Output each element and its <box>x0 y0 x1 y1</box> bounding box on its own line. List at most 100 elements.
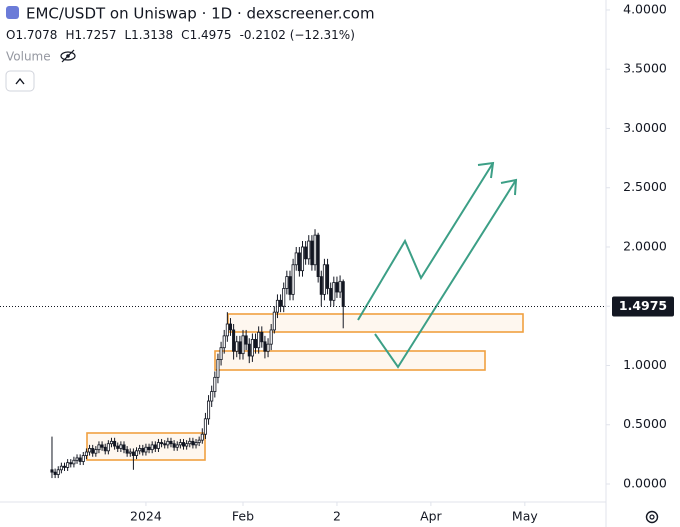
candle-body <box>94 449 98 454</box>
header: EMC/USDT on Uniswap · 1D · dexscreener.c… <box>5 5 375 92</box>
candles <box>50 229 345 479</box>
volume-label: Volume <box>6 50 51 64</box>
candle-body <box>247 343 251 357</box>
candle-body <box>210 391 214 402</box>
candle-body <box>160 442 164 445</box>
candle-body <box>294 252 298 266</box>
y-tick-label: 0.0000 <box>623 476 667 491</box>
candle-body <box>272 311 276 331</box>
y-tick-label: 2.5000 <box>623 179 667 194</box>
candle-body <box>219 347 223 360</box>
ohlc-key: C <box>181 28 189 42</box>
chart-title: EMC/USDT on Uniswap · 1D · dexscreener.c… <box>26 5 375 23</box>
candle-body <box>172 443 176 448</box>
candle-body <box>235 341 239 352</box>
arrow-path <box>374 179 517 369</box>
candle-body <box>50 469 54 473</box>
candle-body <box>103 446 107 452</box>
candle-body <box>116 445 120 449</box>
candle-body <box>188 440 192 445</box>
x-tick-label: Apr <box>420 509 442 524</box>
arrow-head <box>500 178 518 196</box>
candle-body <box>91 448 95 454</box>
candle-body <box>228 323 233 331</box>
arrow-head <box>477 161 495 179</box>
candle-body <box>69 462 73 465</box>
candle-body <box>163 443 167 446</box>
candle-body <box>257 331 261 349</box>
candle-body <box>144 446 148 453</box>
candle-body <box>138 448 142 452</box>
candle-body <box>200 433 204 441</box>
candle-body <box>313 234 317 266</box>
candle-body <box>153 444 157 449</box>
candle-body <box>56 469 60 475</box>
visibility-icon[interactable] <box>60 49 76 63</box>
candle-body <box>338 280 342 293</box>
candle-body <box>113 440 117 447</box>
y-tick-label: 3.0000 <box>623 120 667 135</box>
candle-body <box>297 252 301 272</box>
symbol-logo <box>6 6 19 19</box>
settings-icon[interactable] <box>645 510 659 524</box>
candle-body <box>81 455 85 462</box>
candle-body <box>191 440 195 446</box>
candle-body <box>185 443 189 447</box>
candle-body <box>285 276 289 289</box>
candle-body <box>109 440 114 445</box>
candle-body <box>319 276 323 295</box>
candle-body <box>260 331 264 343</box>
y-tick-label: 4.0000 <box>623 1 667 16</box>
candle-body <box>310 240 314 266</box>
candle-body <box>106 443 110 452</box>
candle-body <box>131 451 135 456</box>
candle-body <box>225 323 229 337</box>
collapse-button[interactable] <box>5 70 35 92</box>
candle-body <box>232 329 236 352</box>
candle-body <box>75 457 79 461</box>
x-tick-label: 2 <box>333 509 341 524</box>
candle-body <box>288 276 292 295</box>
ohlc-line: O1.7078 H1.7257 L1.3138 C1.4975 -0.2102 (−12… <box>6 28 355 42</box>
candle-body <box>62 465 67 468</box>
candle-body <box>125 449 129 454</box>
candle-body <box>147 446 151 451</box>
candle-body <box>263 341 267 352</box>
candle-body <box>322 264 326 295</box>
candle-body <box>241 335 245 355</box>
zones <box>86 313 524 461</box>
candle-body <box>254 339 258 349</box>
arrow-path <box>357 162 494 321</box>
candle-body <box>244 335 248 345</box>
candle-body <box>250 339 254 357</box>
candle-body <box>72 459 76 465</box>
candle-body <box>128 451 132 454</box>
candle-body <box>59 465 63 471</box>
candle-body <box>66 462 70 468</box>
candle-body <box>207 400 211 420</box>
ohlc-value: 1.3138 <box>131 28 173 42</box>
candle-body <box>222 335 226 349</box>
last-price-box <box>612 296 674 317</box>
candle-body <box>175 444 179 448</box>
candle-body <box>194 442 198 446</box>
candle-body <box>329 288 333 301</box>
candle-body <box>269 329 273 345</box>
candle-body <box>122 444 126 451</box>
candle-body <box>307 240 311 260</box>
candle-body <box>282 288 286 307</box>
zone-box <box>214 350 486 371</box>
x-tick-label: Feb <box>232 509 254 524</box>
candle-body <box>119 444 123 449</box>
last-price-label: 1.4975 <box>619 298 667 313</box>
ohlc-value: 1.7257 <box>74 28 116 42</box>
candle-body <box>84 451 88 456</box>
arrows <box>357 161 518 369</box>
zone-box <box>227 313 524 333</box>
y-tick-label: 3.5000 <box>623 61 667 76</box>
candle-body <box>156 442 160 449</box>
candle-body <box>141 448 145 453</box>
ohlc-key: O <box>6 28 15 42</box>
candle-body <box>203 418 207 435</box>
